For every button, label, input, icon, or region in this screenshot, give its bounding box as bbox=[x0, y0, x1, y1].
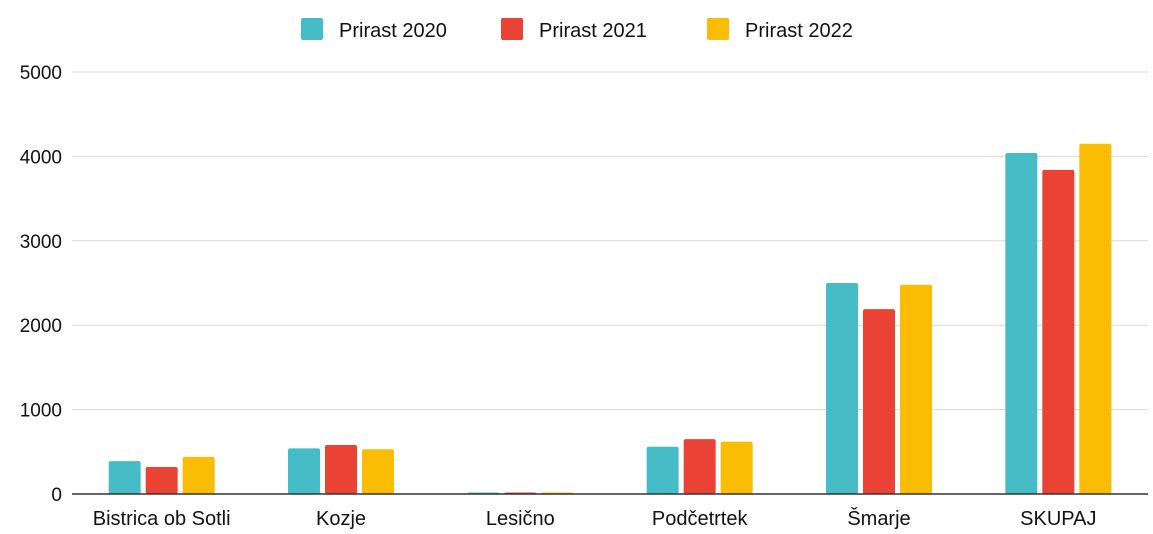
bar[interactable] bbox=[683, 439, 716, 494]
y-tick-label: 3000 bbox=[20, 232, 62, 253]
legend-item[interactable]: Prirast 2021 bbox=[501, 18, 647, 42]
legend-item[interactable]: Prirast 2020 bbox=[301, 18, 447, 42]
legend-label: Prirast 2021 bbox=[539, 20, 647, 42]
bar[interactable] bbox=[1042, 169, 1075, 495]
y-tick-label: 2000 bbox=[20, 316, 62, 337]
bar[interactable] bbox=[1005, 153, 1038, 495]
x-tick-label: Bistrica ob Sotli bbox=[93, 508, 231, 529]
legend-swatch bbox=[707, 18, 729, 40]
bar[interactable] bbox=[325, 445, 357, 494]
legend-swatch bbox=[501, 18, 523, 40]
x-tick-label: Lesično bbox=[486, 508, 555, 529]
x-tick-label: SKUPAJ bbox=[1020, 508, 1096, 529]
bar[interactable] bbox=[182, 456, 215, 494]
y-tick-label: 5000 bbox=[20, 63, 62, 84]
y-tick-label: 4000 bbox=[20, 147, 62, 168]
bar[interactable] bbox=[1079, 143, 1112, 495]
bar[interactable] bbox=[863, 309, 895, 494]
bar[interactable] bbox=[720, 441, 753, 494]
bar[interactable] bbox=[108, 461, 141, 494]
bar[interactable] bbox=[288, 448, 320, 494]
bar[interactable] bbox=[900, 284, 932, 494]
bars bbox=[108, 143, 1112, 495]
legend: Prirast 2020 Prirast 2021 Prirast 2022 bbox=[301, 18, 853, 42]
y-tick-label: 0 bbox=[51, 485, 62, 506]
bar[interactable] bbox=[646, 446, 679, 494]
y-axis: 0 1000 2000 3000 4000 5000 bbox=[20, 63, 62, 506]
x-tick-label: Podčetrtek bbox=[652, 508, 749, 529]
x-axis: Bistrica ob Sotli Kozje Lesično Podčetrtek Š… bbox=[72, 493, 1148, 530]
legend-label: Prirast 2020 bbox=[339, 20, 447, 42]
legend-item[interactable]: Prirast 2022 bbox=[707, 18, 853, 42]
bar[interactable] bbox=[362, 449, 394, 494]
x-tick-label: Šmarje bbox=[847, 507, 910, 529]
bar[interactable] bbox=[145, 466, 178, 494]
legend-label: Prirast 2022 bbox=[745, 20, 853, 42]
legend-swatch bbox=[301, 18, 323, 40]
y-tick-label: 1000 bbox=[20, 401, 62, 422]
grid bbox=[72, 71, 1148, 411]
bar[interactable] bbox=[826, 283, 858, 494]
x-tick-label: Kozje bbox=[316, 508, 366, 529]
